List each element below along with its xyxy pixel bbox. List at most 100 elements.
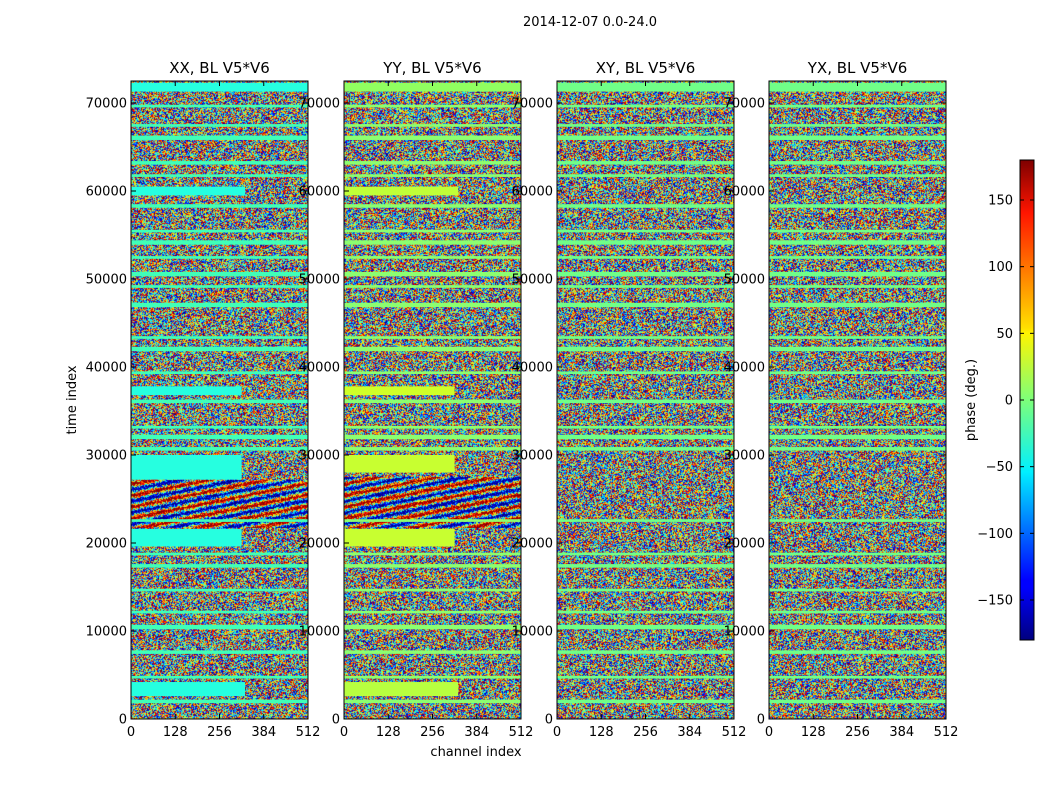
flagged-row bbox=[769, 336, 946, 339]
flagged-row bbox=[344, 675, 521, 679]
flagged-row bbox=[344, 302, 521, 308]
y-tick-label: 20000 bbox=[86, 537, 127, 552]
flagged-row bbox=[557, 610, 734, 614]
flagged-row bbox=[557, 371, 734, 375]
x-tick-label: 384 bbox=[889, 725, 914, 740]
flagged-row bbox=[769, 447, 946, 451]
panels: XX, BL V5*V6 0 128 256 384 512 0 10000 20000 3000… bbox=[86, 59, 959, 740]
panel-xy-title: XY, BL V5*V6 bbox=[596, 59, 696, 77]
y-tick-label: 20000 bbox=[512, 537, 553, 552]
x-tick-label: 256 bbox=[207, 725, 232, 740]
flagged-row bbox=[344, 519, 521, 522]
flagged-row bbox=[769, 564, 946, 568]
flagged-row bbox=[769, 675, 946, 679]
y-tick-label: 0 bbox=[757, 713, 765, 728]
flagged-row bbox=[344, 256, 521, 259]
flagged-row bbox=[344, 104, 521, 108]
flagged-row bbox=[769, 240, 946, 245]
flagged-row bbox=[557, 624, 734, 630]
colorbar-tick-label: −50 bbox=[986, 460, 1013, 475]
flagged-row bbox=[769, 256, 946, 259]
y-tick-label: 10000 bbox=[512, 625, 553, 640]
flagged-row bbox=[769, 135, 946, 140]
flagged-row bbox=[557, 271, 734, 277]
flagged-row bbox=[557, 346, 734, 352]
flagged-row bbox=[131, 285, 308, 288]
flagged-band bbox=[131, 455, 242, 480]
colorbar: −150 −100 −50 0 50 100 150 phase (deg.) bbox=[964, 159, 1035, 641]
flagged-row bbox=[769, 699, 946, 704]
y-tick-label: 40000 bbox=[724, 361, 765, 376]
flagged-row bbox=[557, 124, 734, 127]
x-tick-label: 128 bbox=[376, 725, 401, 740]
flagged-band bbox=[131, 528, 242, 547]
flagged-row bbox=[344, 699, 521, 704]
flagged-row bbox=[769, 552, 946, 556]
flagged-band bbox=[131, 82, 308, 92]
x-tick-label: 128 bbox=[801, 725, 826, 740]
flagged-row bbox=[344, 135, 521, 140]
flagged-row bbox=[557, 564, 734, 568]
y-tick-label: 60000 bbox=[512, 185, 553, 200]
flagged-row bbox=[769, 650, 946, 654]
flagged-row bbox=[769, 371, 946, 375]
x-tick-label: 384 bbox=[251, 725, 276, 740]
colorbar-label: phase (deg.) bbox=[964, 359, 979, 441]
flagged-row bbox=[769, 271, 946, 277]
colorbar-tick-label: 0 bbox=[1005, 394, 1013, 409]
y-tick-label: 70000 bbox=[724, 97, 765, 112]
y-tick-label: 0 bbox=[332, 713, 340, 728]
flagged-row bbox=[344, 346, 521, 352]
flagged-row bbox=[131, 552, 308, 556]
flagged-band bbox=[344, 82, 521, 92]
flagged-row bbox=[557, 135, 734, 140]
flagged-row bbox=[131, 104, 308, 108]
x-tick-label: 512 bbox=[722, 725, 747, 740]
y-tick-label: 60000 bbox=[724, 185, 765, 200]
flagged-band bbox=[344, 455, 455, 473]
y-tick-label: 30000 bbox=[86, 449, 127, 464]
flagged-row bbox=[131, 135, 308, 140]
flagged-row bbox=[344, 240, 521, 245]
flagged-band bbox=[344, 682, 459, 697]
flagged-band bbox=[344, 186, 459, 196]
y-tick-label: 20000 bbox=[724, 537, 765, 552]
flagged-row bbox=[131, 699, 308, 704]
flagged-row bbox=[557, 447, 734, 451]
x-tick-label: 0 bbox=[340, 725, 348, 740]
flagged-row bbox=[344, 229, 521, 233]
flagged-row bbox=[131, 624, 308, 630]
x-tick-label: 128 bbox=[163, 725, 188, 740]
flagged-row bbox=[557, 302, 734, 308]
flagged-row bbox=[131, 204, 308, 208]
y-tick-label: 70000 bbox=[512, 97, 553, 112]
flagged-row bbox=[769, 104, 946, 108]
flagged-row bbox=[557, 285, 734, 288]
flagged-row bbox=[344, 371, 521, 375]
flagged-row bbox=[131, 271, 308, 277]
flagged-row bbox=[344, 610, 521, 614]
colorbar-tick-label: 150 bbox=[988, 194, 1013, 209]
flagged-row bbox=[769, 302, 946, 308]
flagged-row bbox=[769, 285, 946, 288]
flagged-row bbox=[557, 425, 734, 429]
x-tick-label: 384 bbox=[677, 725, 702, 740]
y-tick-label: 50000 bbox=[86, 273, 127, 288]
x-tick-label: 512 bbox=[296, 725, 321, 740]
x-tick-label: 256 bbox=[633, 725, 658, 740]
y-tick-label: 10000 bbox=[299, 625, 340, 640]
flagged-band bbox=[769, 82, 946, 92]
flagged-row bbox=[557, 519, 734, 522]
flagged-row bbox=[131, 447, 308, 451]
flagged-row bbox=[769, 229, 946, 233]
y-tick-label: 0 bbox=[119, 713, 127, 728]
flagged-row bbox=[131, 371, 308, 375]
flagged-row bbox=[131, 161, 308, 165]
x-tick-label: 256 bbox=[420, 725, 445, 740]
flagged-row bbox=[131, 399, 308, 404]
panel-xy: XY, BL V5*V6 0 128 256 384 512 0 10000 20000 3000… bbox=[512, 59, 747, 740]
colorbar-tick-label: 50 bbox=[996, 327, 1013, 342]
flagged-row bbox=[131, 425, 308, 429]
flagged-row bbox=[557, 336, 734, 339]
